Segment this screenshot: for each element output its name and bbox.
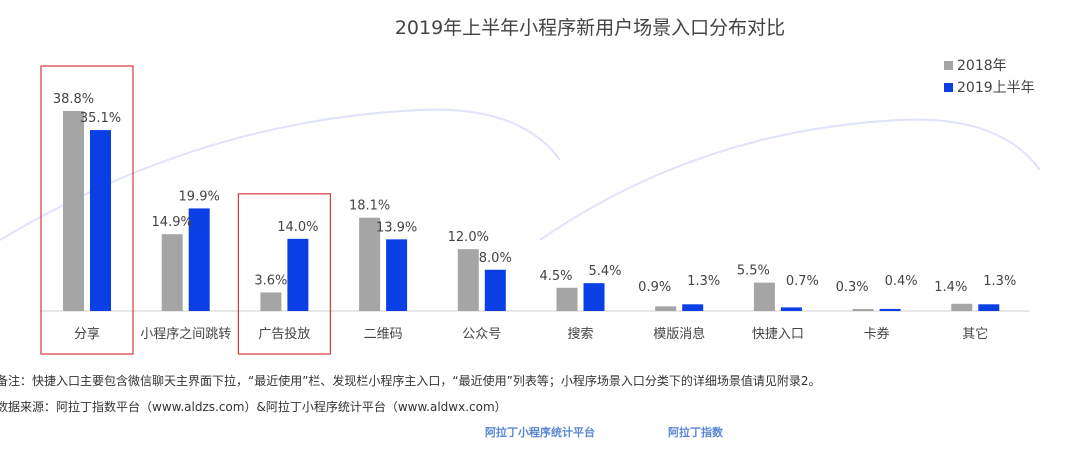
legend-swatch [944, 61, 953, 70]
bar-2018 [260, 292, 282, 311]
category-label: 快捷入口 [752, 327, 804, 342]
legend-swatch [944, 83, 953, 92]
category-label: 公众号 [462, 327, 501, 342]
bar-2019h1 [484, 269, 506, 311]
data-label: 35.1% [80, 111, 121, 126]
category-label: 小程序之间跳转 [140, 327, 231, 342]
bar-chart: 2019年上半年小程序新用户场景入口分布对比 38.8% 35.1% 分享 14.9% 1… [0, 17, 1041, 355]
aldwx-logo: 阿拉丁小程序统计平台 [485, 426, 595, 439]
data-label: 18.1% [349, 199, 390, 214]
data-label: 38.8% [53, 92, 94, 107]
bar-2019h1 [386, 239, 408, 311]
category-label: 二维码 [364, 327, 403, 342]
bar-2019h1 [978, 304, 1000, 311]
aldzs-logo: 阿拉丁指数 [668, 426, 723, 439]
data-label: 12.0% [448, 230, 489, 245]
bar-2018 [852, 309, 874, 311]
watermark-curve [539, 118, 1041, 241]
data-label: 14.9% [152, 215, 193, 230]
bar-2018 [63, 111, 84, 311]
bar-2019h1 [287, 238, 309, 311]
data-label: 0.9% [638, 280, 671, 295]
bar-2019h1 [682, 304, 704, 311]
bar-2018 [161, 234, 183, 311]
category-label: 广告投放 [258, 326, 310, 342]
data-label: 5.5% [737, 264, 770, 279]
bar-2018 [556, 287, 578, 311]
data-label: 14.0% [277, 220, 318, 235]
highlight-box [40, 65, 134, 355]
data-label: 8.0% [479, 251, 512, 266]
data-label: 1.4% [934, 280, 967, 295]
highlight-box [237, 193, 331, 355]
data-label: 0.3% [836, 280, 869, 295]
legend-label: 2018年 [957, 58, 1007, 74]
bar-2019h1 [780, 307, 802, 311]
category-label: 模版消息 [653, 326, 705, 342]
bar-2018 [457, 249, 479, 311]
data-label: 19.9% [179, 189, 220, 204]
data-label: 3.6% [254, 273, 287, 288]
remark-note: 备注：快捷入口主要包含微信聊天主界面下拉，“最近使用”栏、发现栏小程序主入口，“… [0, 374, 821, 388]
bar-2019h1 [90, 130, 111, 311]
data-label: 0.7% [786, 274, 819, 289]
data-label: 1.3% [983, 274, 1016, 289]
data-label: 13.9% [376, 220, 417, 235]
source-note: 数据来源：阿拉丁指数平台（www.aldzs.com）&阿拉丁小程序统计平台（w… [0, 400, 507, 414]
bar-2018 [753, 282, 775, 311]
chart-title: 2019年上半年小程序新用户场景入口分布对比 [395, 17, 785, 39]
category-label: 分享 [74, 326, 100, 342]
bar-2019h1 [879, 308, 901, 311]
bar-2018 [951, 303, 973, 311]
category-label: 卡券 [864, 326, 890, 342]
bar-2018 [359, 217, 381, 311]
category-label: 其它 [962, 326, 988, 342]
bar-2018 [655, 306, 677, 311]
data-label: 0.4% [885, 274, 918, 289]
bar-2019h1 [188, 208, 210, 311]
data-label: 1.3% [687, 274, 720, 289]
data-label: 4.5% [539, 269, 572, 284]
category-label: 搜索 [567, 327, 593, 342]
legend-label: 2019上半年 [957, 80, 1035, 96]
bar-2019h1 [583, 283, 605, 311]
data-label: 5.4% [588, 264, 621, 279]
